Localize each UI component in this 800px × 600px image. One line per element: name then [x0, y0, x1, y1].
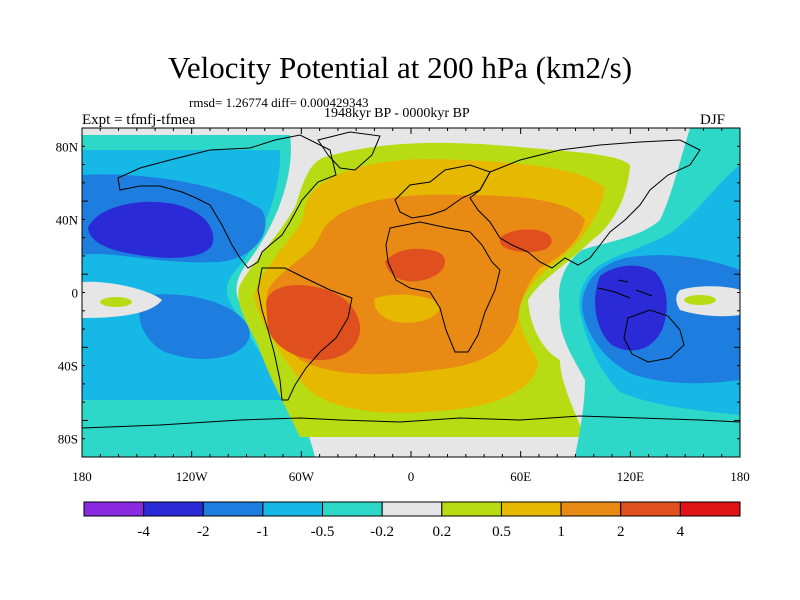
colorbar-swatch — [143, 501, 204, 517]
period-subtitle: 1948kyr BP - 0000kyr BP — [324, 106, 470, 121]
pacific-yellow-patch — [100, 297, 132, 307]
yellow-hole-atlantic — [374, 294, 440, 323]
experiment-label: Expt = tfmfj-tfmea — [82, 112, 196, 128]
colorbar-swatch — [441, 501, 502, 517]
lon-label: 120W — [176, 469, 209, 484]
indopacific-darkblue-core — [595, 265, 667, 351]
lon-label: 60E — [510, 469, 531, 484]
lon-label: 0 — [408, 469, 415, 484]
colorbar-swatch — [560, 501, 622, 517]
lat-axis-labels: 80N 40N 0 40S 80S — [56, 139, 79, 446]
rmsd-subtitle: rmsd= 1.26774 diff= 0.000429343 — [189, 95, 369, 110]
colorbar-swatch — [500, 501, 562, 517]
colorbar-level-label: -0.2 — [370, 524, 394, 540]
colorbar-swatch — [262, 501, 324, 517]
orange-red-south-america — [266, 284, 361, 360]
orange-red-africa — [385, 248, 445, 282]
orange-red-arabia — [499, 229, 552, 252]
plot-title: Velocity Potential at 200 hPa (km2/s) — [167, 50, 633, 85]
colorbar-level-label: 1 — [557, 524, 565, 540]
pacific-blue-south — [139, 294, 250, 359]
lat-label: 80S — [58, 432, 78, 447]
lon-label: 180 — [72, 469, 92, 484]
colorbar-level-label: -0.5 — [311, 524, 335, 540]
season-label: DJF — [700, 112, 726, 128]
east-yellow-patch — [684, 295, 716, 305]
colorbar-level-label: 0.5 — [492, 524, 511, 540]
axis-ticks — [81, 127, 741, 458]
colorbar-swatch — [381, 501, 443, 517]
lon-label: 60W — [289, 469, 315, 484]
lat-label: 40S — [58, 359, 78, 374]
colorbar-level-label: -4 — [137, 524, 150, 540]
coastlines — [82, 131, 740, 429]
greenland-coast — [317, 131, 381, 171]
lat-label: 80N — [56, 139, 79, 154]
pacific-darkblue-core — [88, 201, 214, 258]
north-america-coast — [117, 134, 337, 269]
south-america-coast — [257, 267, 353, 401]
contour-field — [82, 128, 740, 457]
colorbar-level-label: 0.2 — [432, 524, 451, 540]
lat-label: 0 — [72, 286, 79, 301]
asia-coast — [469, 139, 701, 269]
lon-label: 180 — [730, 469, 750, 484]
colorbar-level-label: 4 — [677, 524, 685, 540]
antarctica-coast — [82, 415, 740, 429]
colorbar-level-label: -2 — [197, 524, 210, 540]
colorbar-level-label: -1 — [257, 524, 270, 540]
colorbar: -4 -2 -1 -0.5 -0.2 0.2 0.5 1 2 4 — [83, 501, 741, 540]
colorbar-level-label: 2 — [617, 524, 625, 540]
colorbar-swatch — [679, 501, 741, 517]
colorbar-swatch — [202, 501, 264, 517]
lon-axis-labels: 180 120W 60W 0 60E 120E 180 — [72, 469, 750, 484]
lon-label: 120E — [617, 469, 645, 484]
colorbar-swatch — [322, 501, 383, 517]
africa-coast — [385, 221, 501, 353]
colorbar-swatch — [83, 501, 145, 517]
colorbar-swatch — [620, 501, 681, 517]
lat-label: 40N — [56, 212, 79, 227]
australia-coast — [623, 309, 685, 363]
indonesia-coast — [597, 279, 653, 299]
